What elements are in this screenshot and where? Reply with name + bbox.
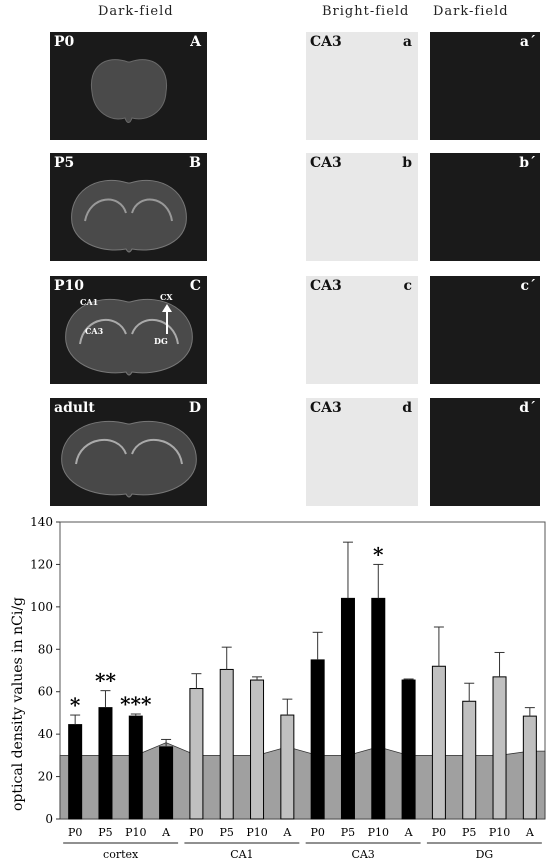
optical-density-chart: optical density values in nCi/g 0 20 40 60 8… [10,515,546,861]
x-tick-label: P10 [246,826,267,839]
x-tick-label: A [525,826,535,839]
bar [68,724,83,820]
darkfield-image-c: c´ [430,276,540,384]
header-mid: Bright-field [322,4,410,19]
bar [128,715,143,820]
y-tick-label: 80 [38,642,53,656]
bar [431,665,446,820]
section-image-p0: P0 A [50,32,207,140]
brightfield-image-b: CA3 b [306,153,418,261]
bar [250,679,265,820]
bar [219,668,234,820]
group-label: DG [476,848,494,861]
x-tick-label: P0 [189,826,203,839]
header-left: Dark-field [98,4,174,19]
y-tick-label: 140 [30,515,53,529]
bar [462,700,477,820]
age-label: adult [54,400,95,416]
section-image-p10: P10 C CA1 CX CA3 DG [50,276,207,384]
brain-section-shape [71,179,187,253]
darkfield-image-a: a´ [430,32,540,140]
bar [371,597,386,820]
significance-mark: * [373,542,384,566]
x-tick-label: P10 [489,826,510,839]
age-label: P0 [54,34,75,50]
panel-letter: b´ [519,155,536,171]
group-label: cortex [103,848,139,861]
y-axis-label: optical density values in nCi/g [10,597,26,811]
region-label: CA3 [310,400,342,416]
x-tick-label: P5 [220,826,234,839]
x-tick-label: P5 [462,826,476,839]
section-image-adult: adult D [50,398,207,506]
group-label: CA1 [230,848,253,861]
x-tick-label: A [161,826,171,839]
significance-mark: *** [120,692,152,716]
panel-letter: c´ [520,278,536,294]
bar [310,659,325,820]
brain-section-shape [90,59,168,123]
panel-letter: A [190,34,201,50]
panel-letter: b [402,155,412,171]
x-tick-label: P0 [432,826,446,839]
header-right: Dark-field [433,4,509,19]
brightfield-image-a: CA3 a [306,32,418,140]
brain-section-shape [65,298,193,376]
x-tick-label: A [404,826,414,839]
x-tick-label: A [282,826,292,839]
panel-letter: D [188,400,201,416]
brightfield-image-d: CA3 d [306,398,418,506]
x-tick-label: P5 [341,826,355,839]
brain-section-shape [61,420,197,498]
bar [401,679,416,820]
x-tick-label: P0 [310,826,324,839]
darkfield-image-b: b´ [430,153,540,261]
section-image-p5: P5 B [50,153,207,261]
y-tick-label: 60 [38,685,53,699]
x-tick-label: P0 [68,826,82,839]
x-tick-label: P5 [98,826,112,839]
y-tick-label: 120 [30,557,53,571]
significance-mark: ** [95,669,116,693]
x-tick-label: P10 [125,826,146,839]
age-label: P5 [54,155,75,171]
age-label: P10 [54,278,85,294]
annotation-ca1: CA1 [80,297,99,307]
bar [280,714,295,820]
group-label: CA3 [351,848,374,861]
panel-letter: d´ [519,400,536,416]
panel-letter: c [403,278,412,294]
bar [189,688,204,820]
y-tick-label: 0 [45,812,53,826]
y-tick-label: 20 [38,770,53,784]
panel-letter: d [402,400,412,416]
annotation-ca3: CA3 [85,326,104,336]
brightfield-image-c: CA3 c [306,276,418,384]
bar [522,715,537,820]
panel-letter: a [402,34,412,50]
y-tick-label: 40 [38,727,53,741]
x-tick-label: P10 [368,826,389,839]
region-label: CA3 [310,155,342,171]
bar [492,676,507,820]
region-label: CA3 [310,278,342,294]
panel-letter: C [189,278,201,294]
panel-letter: B [189,155,201,171]
significance-mark: * [70,693,81,717]
region-label: CA3 [310,34,342,50]
annotation-cx: CX [160,292,173,302]
darkfield-image-d: d´ [430,398,540,506]
y-tick-label: 100 [30,600,53,614]
bar [98,707,113,820]
annotation-dg: DG [154,336,168,346]
bar [159,746,174,820]
bar [340,597,355,820]
arrow-up-icon [162,304,172,334]
panel-letter: a´ [519,34,536,50]
